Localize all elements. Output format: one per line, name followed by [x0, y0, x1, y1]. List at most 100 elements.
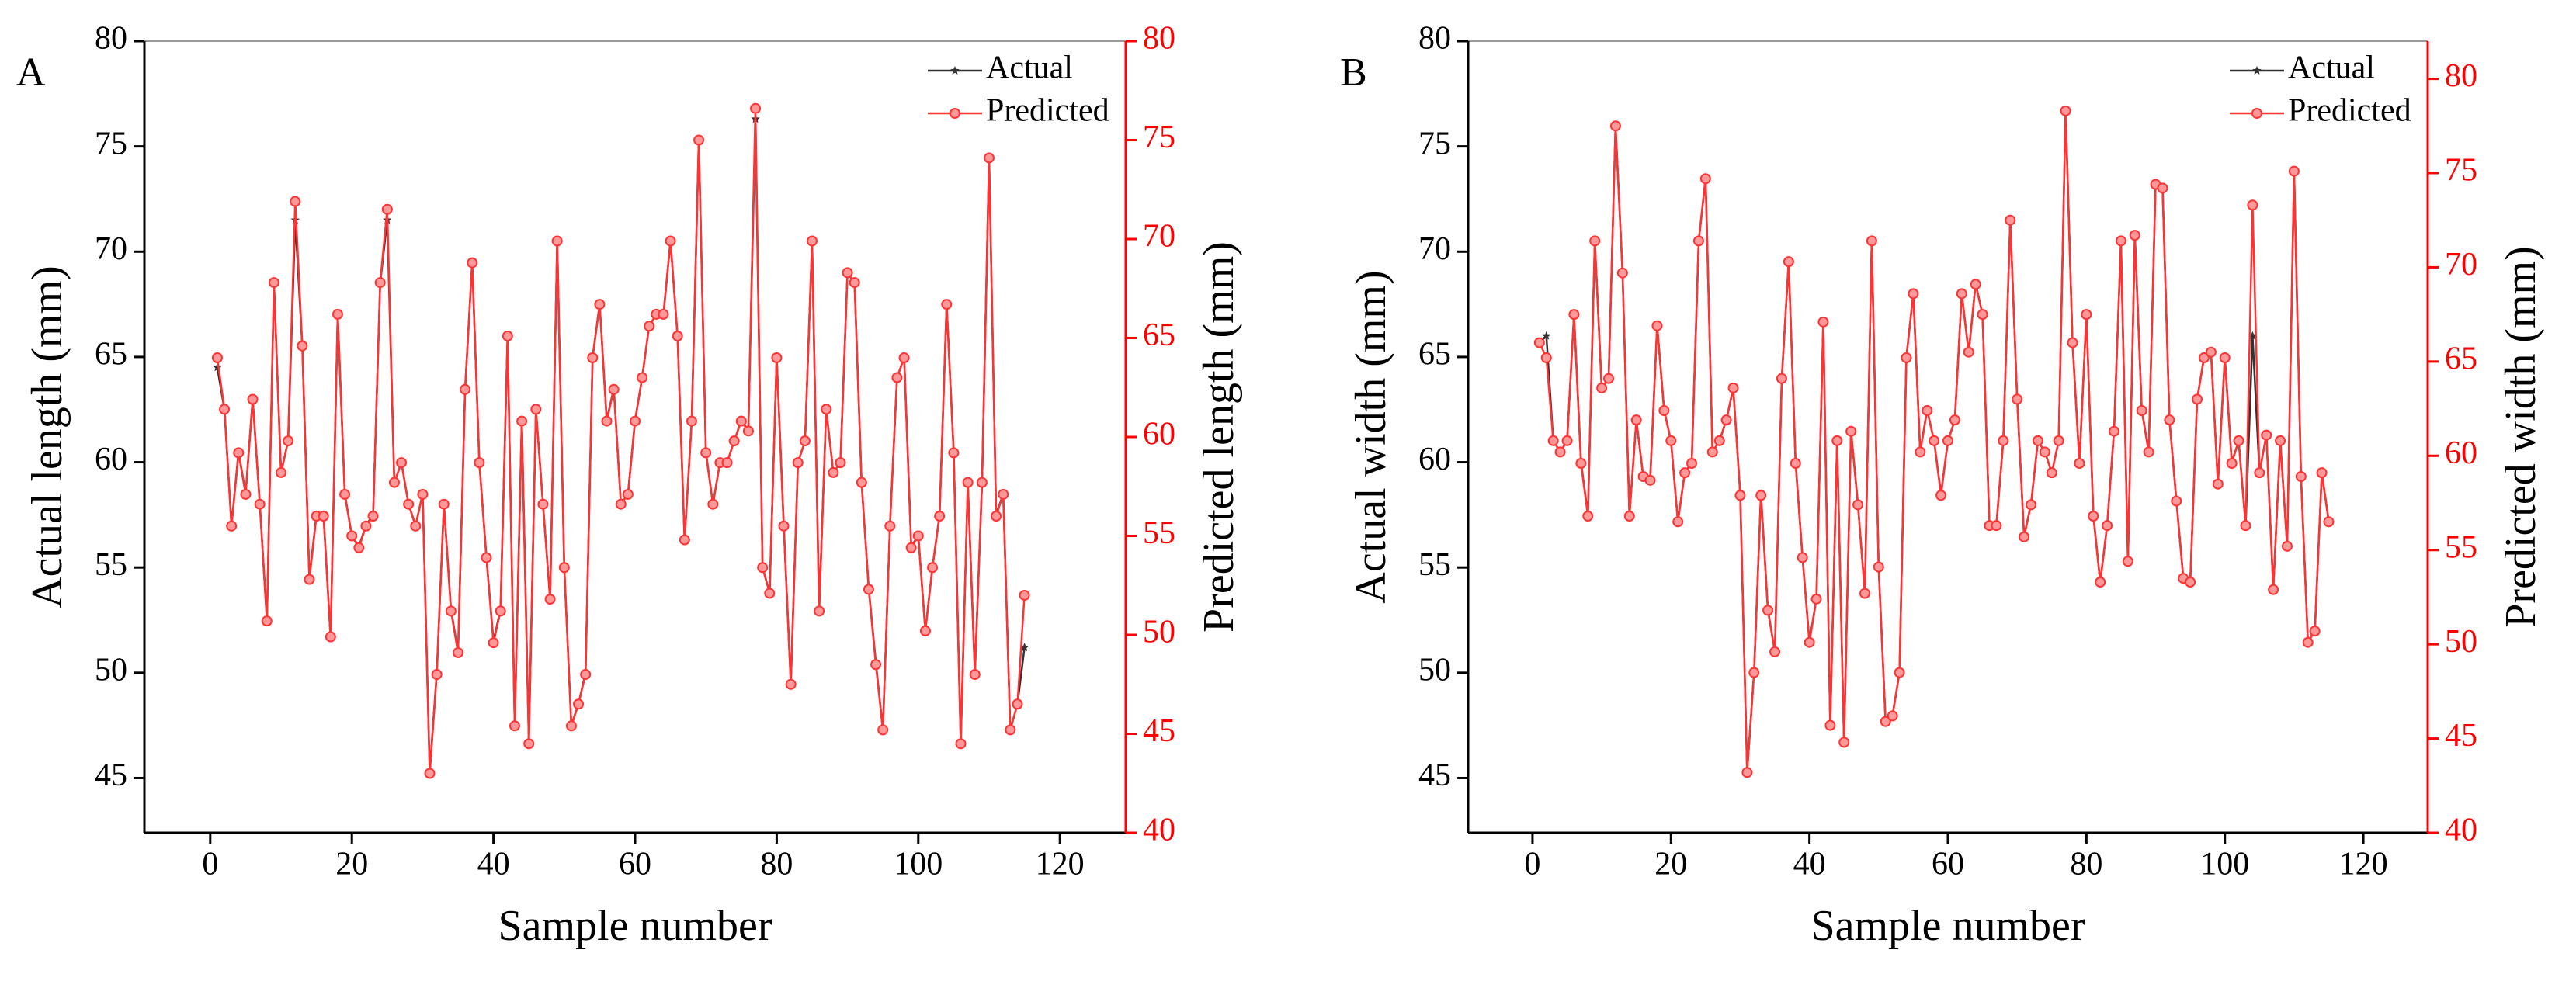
legend-marker: [2251, 108, 2262, 119]
point: [884, 520, 896, 532]
point: [2261, 429, 2272, 441]
point: [1540, 352, 1552, 363]
point: [721, 457, 733, 469]
point: [537, 498, 549, 510]
y2-tick-label: 80: [2445, 58, 2477, 94]
series-line: [216, 108, 1026, 774]
legend-label: Predicted: [986, 93, 1109, 129]
x-tick-label: 60: [619, 847, 651, 882]
point: [1568, 309, 1580, 321]
point: [1949, 414, 1960, 426]
point: [1741, 767, 1753, 778]
point: [1797, 552, 1808, 563]
point: [558, 562, 570, 574]
legend-label: Predicted: [2288, 93, 2411, 129]
point: [1561, 435, 1573, 446]
point: [523, 738, 535, 750]
point: [2081, 309, 2092, 321]
point: [1692, 235, 1704, 247]
x-axis-title: Sample number: [498, 902, 772, 950]
point: [1616, 267, 1628, 279]
point: [254, 498, 266, 510]
point: [1776, 373, 1787, 384]
point: [630, 415, 641, 427]
point: [580, 669, 592, 680]
point: [601, 415, 613, 427]
point: [410, 520, 422, 532]
point: [1644, 474, 1656, 486]
point: [1713, 435, 1725, 446]
point: [2198, 352, 2210, 363]
point: [637, 372, 648, 383]
point: [2171, 495, 2182, 507]
point: [424, 768, 436, 779]
point: [707, 498, 719, 510]
point: [502, 330, 513, 341]
point: [544, 594, 556, 605]
point: [268, 277, 279, 289]
y-tick-label: 70: [95, 231, 127, 267]
point: [233, 447, 245, 459]
point: [1998, 435, 2009, 446]
y2-tick-label: 50: [2445, 624, 2477, 660]
point: [2026, 499, 2037, 511]
point: [283, 435, 294, 447]
point: [2109, 425, 2120, 437]
point: [438, 498, 450, 510]
point: [346, 530, 358, 542]
x-tick-label: 20: [335, 847, 368, 882]
point: [431, 669, 443, 680]
point: [594, 299, 606, 310]
point: [1769, 646, 1781, 657]
y2-tick-label: 60: [1143, 417, 1175, 452]
point: [1922, 405, 1933, 416]
point: [842, 267, 853, 279]
point: [1977, 309, 1988, 321]
point: [325, 631, 336, 643]
point: [396, 457, 408, 469]
point: [828, 466, 839, 478]
y-tick-label: 55: [1418, 547, 1451, 583]
y2-tick-label: 65: [1143, 317, 1175, 353]
point: [1887, 710, 1898, 722]
point: [226, 520, 238, 532]
point: [2122, 556, 2133, 567]
point: [360, 520, 372, 532]
y-tick-label: 45: [1418, 757, 1451, 793]
chart-panel: 0 20 40 60 80 100 120 45 50 55 60 65 70 75 80 40 45 50 55 6…: [1340, 21, 2545, 950]
point: [757, 562, 769, 574]
point: [2136, 405, 2147, 416]
point: [261, 615, 273, 627]
point: [1991, 520, 2002, 532]
point: [403, 498, 415, 510]
point: [1651, 320, 1663, 331]
point: [1575, 458, 1587, 469]
point: [679, 534, 690, 546]
point: [1762, 605, 1774, 616]
point: [474, 457, 485, 469]
y-tick-label: 75: [95, 126, 127, 161]
point: [2205, 346, 2217, 358]
point: [905, 542, 917, 553]
point: [2316, 467, 2328, 479]
point: [2088, 511, 2099, 522]
y-tick-label: 60: [95, 442, 127, 477]
point: [1810, 593, 1822, 605]
point: [2067, 337, 2078, 348]
point: [728, 435, 740, 447]
y-tick-label: 50: [1418, 652, 1451, 688]
point: [2233, 435, 2244, 446]
point: [374, 277, 386, 289]
point: [2060, 105, 2071, 116]
point: [941, 299, 953, 310]
x-tick-label: 0: [1524, 847, 1540, 882]
point: [304, 574, 315, 585]
point: [2102, 520, 2113, 532]
point: [565, 720, 577, 732]
point: [1929, 435, 1940, 446]
point: [367, 511, 379, 522]
point: [1880, 716, 1891, 727]
x-tick-label: 20: [1654, 847, 1687, 882]
point: [919, 625, 931, 636]
